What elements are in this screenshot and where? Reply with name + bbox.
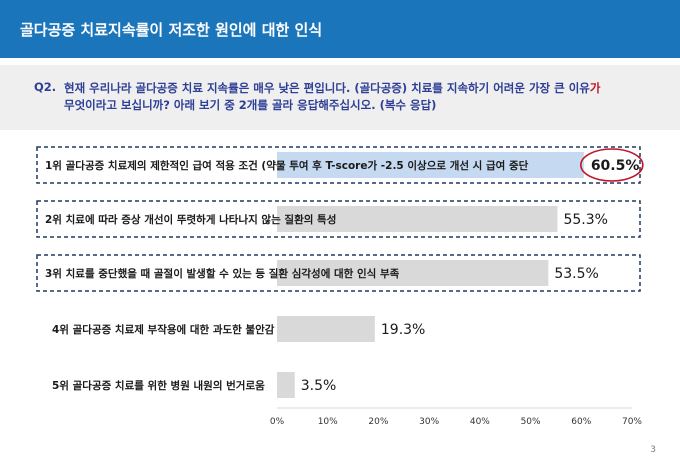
question-label: Q2. [34,80,57,94]
data-label: 3.5% [301,378,337,394]
top-item-dashed-box [36,200,641,238]
question-text-main: 현재 우리나라 골다공증 치료 지속률은 매우 낮은 편입니다. (골다공증) … [64,81,590,95]
x-tick-label: 40% [470,417,490,427]
bar [277,152,584,178]
x-tick-label: 10% [318,417,338,427]
bar [277,316,375,342]
question-box [0,65,680,130]
category-label: 3위 치료를 중단했을 때 골절이 발생할 수 있는 등 질환 심각성에 대한 … [45,267,400,280]
x-tick-label: 30% [419,417,439,427]
header-bar: 골다공증 치료지속률이 저조한 원인에 대한 인식 [0,0,680,58]
data-label: 60.5% [591,158,640,174]
data-label: 55.3% [563,212,607,228]
category-label: 2위 치료에 따라 증상 개선이 뚜렷하게 나타나지 않는 질환의 특성 [45,213,336,226]
category-label: 4위 골다공증 치료제 부작용에 대한 과도한 불안감 [52,323,275,336]
data-label: 53.5% [554,266,598,282]
bar [277,206,558,232]
x-tick-label: 0% [270,417,285,427]
bar [277,260,549,286]
page-number: 3 [650,445,656,455]
x-tick-label: 50% [521,417,541,427]
top-item-dashed-box [36,146,641,184]
x-tick-label: 60% [571,417,591,427]
top-item-dashed-box [36,254,641,292]
category-label: 1위 골다공증 치료제의 제한적인 급여 적용 조건 (약물 투여 후 T-sc… [45,159,529,172]
bar [277,372,295,398]
highlight-circle [580,148,644,182]
question-text-line2: 무엇이라고 보십니까? 아래 보기 중 2개를 골라 응답해주십시오. (복수 … [64,98,437,112]
question-text-highlight: 가 [589,81,601,95]
page-title: 골다공증 치료지속률이 저조한 원인에 대한 인식 [20,21,323,39]
x-tick-label: 70% [622,417,642,427]
question-text: 현재 우리나라 골다공증 치료 지속률은 매우 낮은 편입니다. (골다공증) … [64,80,664,114]
data-label: 19.3% [381,322,425,338]
category-label: 5위 골다공증 치료를 위한 병원 내원의 번거로움 [52,379,265,392]
x-tick-label: 20% [368,417,388,427]
